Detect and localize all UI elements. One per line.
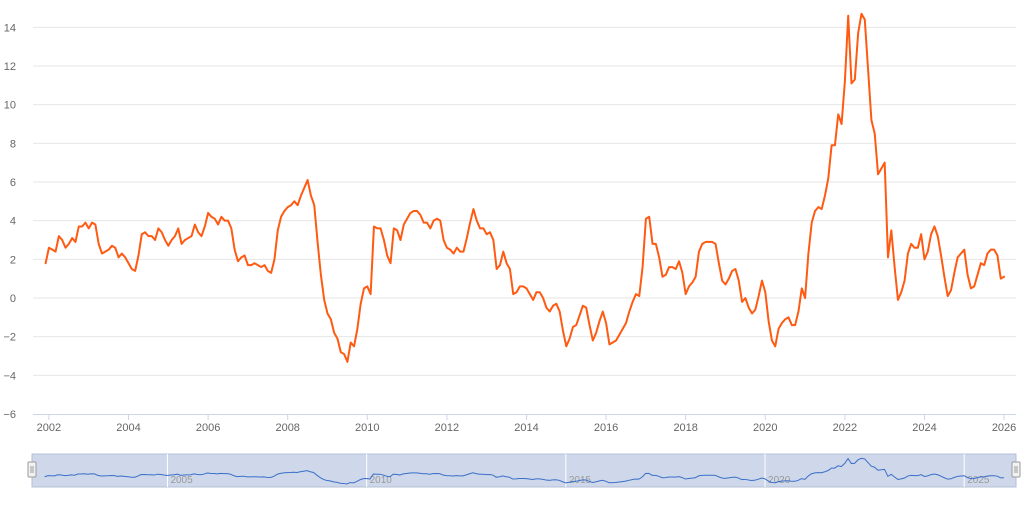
x-tick-label: 2008 [275, 422, 299, 434]
y-axis: 14 12 10 8 6 4 2 0 −2 −4 −6 [3, 22, 16, 421]
navigator[interactable]: 2005 2010 2015 2020 2025 [27, 453, 1021, 488]
y-tick-label: 14 [4, 22, 16, 34]
x-tick-label: 2020 [753, 422, 777, 434]
navigator-left-handle[interactable] [27, 461, 37, 478]
y-tick-label: −2 [3, 332, 16, 344]
y-tick-label: 4 [10, 216, 16, 228]
y-tick-label: 6 [10, 177, 16, 189]
x-tick-label: 2024 [912, 422, 936, 434]
x-tick-label: 2018 [673, 422, 697, 434]
x-tick-label: 2022 [833, 422, 857, 434]
y-tick-label: 0 [10, 293, 16, 305]
x-tick-label: 2012 [435, 422, 459, 434]
navigator-series-line [44, 457, 1005, 485]
x-tick-label: 2016 [594, 422, 618, 434]
navigator-tick-label: 2020 [768, 475, 791, 486]
y-tick-label: −4 [3, 370, 16, 382]
navigator-tick-label: 2010 [370, 475, 393, 486]
navigator-tick-label: 2025 [967, 475, 990, 486]
y-tick-label: 2 [10, 254, 16, 266]
y-tick-label: 8 [10, 138, 16, 150]
x-tick-label: 2006 [196, 422, 220, 434]
x-tick-label: 2026 [992, 422, 1016, 434]
x-axis: 2002 2004 2006 2008 2010 2012 2014 2016 2018 2020… [33, 414, 1016, 434]
y-tick-label: 12 [4, 61, 16, 73]
y-tick-label: −6 [3, 409, 16, 421]
series-layer [44, 12, 1006, 363]
y-tick-label: 10 [4, 100, 16, 112]
x-tick-label: 2002 [37, 422, 61, 434]
navigator-right-handle[interactable] [1011, 461, 1021, 478]
navigator-selection[interactable] [31, 453, 1017, 488]
grid-lines [33, 26, 1016, 376]
navigator-tick-label: 2005 [170, 475, 193, 486]
x-tick-label: 2004 [116, 422, 140, 434]
x-tick-label: 2010 [355, 422, 379, 434]
series-line [44, 12, 1006, 363]
x-tick-label: 2014 [514, 422, 538, 434]
